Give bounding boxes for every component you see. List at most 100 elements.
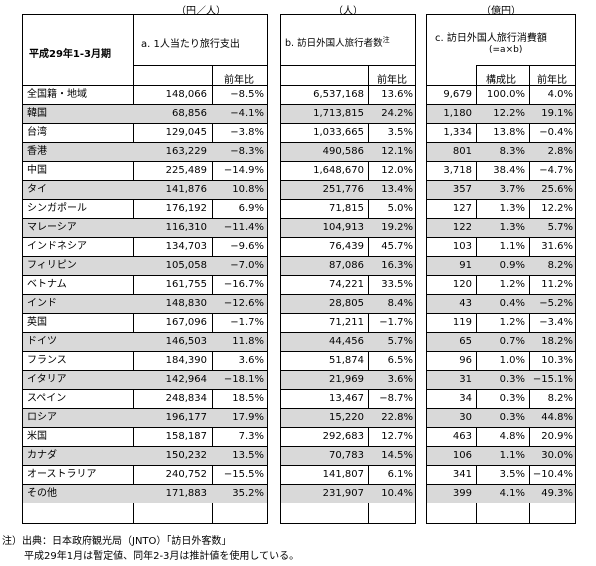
consumption-value: 127 [452,203,472,214]
visitor-count: 1,033,665 [313,127,364,138]
visitor-yoy: 5.0% [387,203,413,214]
table-row: シンガポール 176,192 6.9% [23,199,267,218]
table-row: 104,913 19.2% [281,218,415,237]
visitor-yoy: 24.2% [381,108,413,119]
country-name: フランス [27,355,67,366]
visitor-count: 71,815 [329,203,364,214]
table-row: 1,648,670 12.0% [281,161,415,180]
country-name: オーストラリア [27,469,97,480]
table-row: ロシア 196,177 17.9% [23,408,267,427]
visitor-yoy: 3.6% [387,374,413,385]
consumption-share: 0.3% [499,412,525,423]
table-row: 119 1.2% −3.4% [427,313,575,332]
consumption-value: 1,334 [443,127,472,138]
country-name: シンガポール [27,203,87,214]
country-name: 台湾 [27,127,47,138]
table-row: 香港 163,229 −8.3% [23,142,267,161]
consumption-share: 0.7% [499,336,525,347]
country-name: 全国籍・地域 [27,89,87,100]
country-name: フィリピン [27,260,77,271]
table-row: 1,180 12.2% 19.1% [427,104,575,123]
spending-per-person: 148,830 [165,298,207,309]
table-row: 1,334 13.8% −0.4% [427,123,575,142]
country-name: 韓国 [27,108,47,119]
consumption-value: 103 [452,241,472,252]
consumption-share: 1.2% [499,317,525,328]
country-name: 香港 [27,146,47,157]
spending-per-person: 148,066 [165,89,207,100]
consumption-yoy: 49.3% [541,488,573,499]
table-row: 英国 167,096 −1.7% [23,313,267,332]
spending-yoy: −8.3% [230,146,264,157]
visitor-yoy: 16.3% [381,260,413,271]
table-row: オーストラリア 240,752 −15.5% [23,465,267,484]
spending-per-person: 150,232 [165,450,207,461]
consumption-share: 0.4% [499,298,525,309]
spending-yoy: 35.2% [232,488,264,499]
spending-per-person: 163,229 [165,146,207,157]
spending-yoy: −18.1% [223,374,264,385]
spending-per-person: 142,964 [165,374,207,385]
consumption-yoy: −5.2% [539,298,573,309]
visitor-yoy: 6.5% [387,355,413,366]
spending-yoy: −8.5% [230,89,264,100]
header-b-title: b. 訪日外国人旅行者数注 [285,36,390,50]
spending-yoy: −12.6% [223,298,264,309]
visitor-count: 251,776 [322,184,364,195]
header-a-yoy: 前年比 [224,75,254,86]
visitor-count: 76,439 [329,241,364,252]
country-name: 英国 [27,317,47,328]
spending-per-person: 240,752 [165,469,207,480]
header-b-yoy: 前年比 [377,75,407,86]
visitor-count: 71,211 [329,317,364,328]
visitor-count: 21,969 [329,374,364,385]
country-name: インドネシア [27,241,87,252]
table-row: 台湾 129,045 −3.8% [23,123,267,142]
table-row: 357 3.7% 25.6% [427,180,575,199]
consumption-value: 119 [452,317,472,328]
visitor-yoy: 6.1% [387,469,413,480]
spending-per-person: 68,856 [172,108,207,119]
visitor-yoy: 33.5% [381,279,413,290]
consumption-yoy: 4.0% [547,89,573,100]
table-row: 292,683 12.7% [281,427,415,446]
country-name: 米国 [27,431,47,442]
table-row: インドネシア 134,703 −9.6% [23,237,267,256]
consumption-share: 1.1% [499,450,525,461]
consumption-yoy: −3.4% [539,317,573,328]
consumption-yoy: 19.1% [541,108,573,119]
table-row: その他 171,883 35.2% [23,484,267,503]
table-row: 30 0.3% 44.8% [427,408,575,427]
consumption-share: 1.1% [499,241,525,252]
consumption-share: 1.2% [499,279,525,290]
consumption-value: 30 [459,412,472,423]
visitor-count: 141,807 [322,469,364,480]
spending-yoy: 17.9% [232,412,264,423]
table-row: 96 1.0% 10.3% [427,351,575,370]
consumption-share: 3.7% [499,184,525,195]
consumption-share: 1.0% [499,355,525,366]
consumption-value: 463 [452,431,472,442]
table-row: 70,783 14.5% [281,446,415,465]
table-row: 1,713,815 24.2% [281,104,415,123]
consumption-share: 4.1% [499,488,525,499]
spending-yoy: −11.4% [223,222,264,233]
consumption-value: 3,718 [443,165,472,176]
table-consumption: c. 訪日外国人旅行消費額 (=a×b) 構成比 前年比 9,679 100.0%… [426,14,576,524]
consumption-share: 4.8% [499,431,525,442]
consumption-value: 34 [459,393,472,404]
table-row: 1,033,665 3.5% [281,123,415,142]
country-name: スペイン [27,393,67,404]
period-label: 平成29年1-3月期 [29,49,111,60]
spending-per-person: 196,177 [165,412,207,423]
consumption-yoy: 25.6% [541,184,573,195]
consumption-yoy: −15.1% [532,374,573,385]
header-a-title: a. 1人当たり旅行支出 [141,39,240,50]
visitor-yoy: 12.7% [381,431,413,442]
spending-per-person: 116,310 [165,222,207,233]
visitor-count: 44,456 [329,336,364,347]
table-row: 6,537,168 13.6% [281,85,415,104]
country-name: マレーシア [27,222,77,233]
consumption-value: 96 [459,355,472,366]
spending-per-person: 225,489 [165,165,207,176]
